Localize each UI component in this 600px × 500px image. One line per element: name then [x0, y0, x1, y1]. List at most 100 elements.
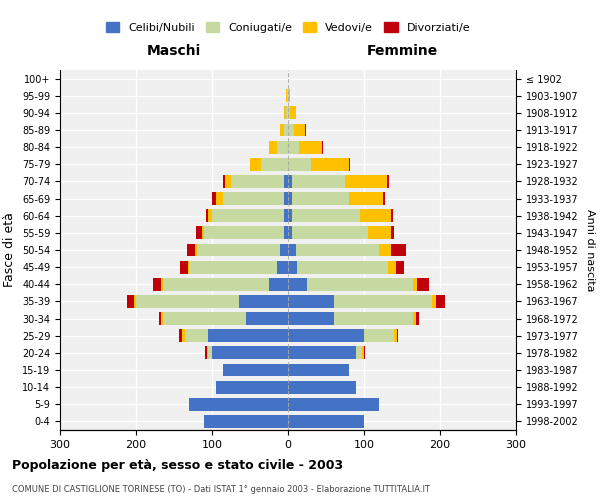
Bar — [286, 90, 287, 102]
Bar — [364, 346, 365, 360]
Bar — [288, 106, 290, 120]
Bar — [134, 295, 136, 308]
Bar — [231, 175, 284, 188]
Bar — [262, 158, 288, 170]
Bar — [206, 346, 208, 360]
Bar — [433, 295, 436, 308]
Text: Maschi: Maschi — [147, 44, 201, 58]
Bar — [269, 140, 277, 153]
Bar — [322, 140, 323, 153]
Bar — [356, 346, 362, 360]
Bar — [182, 330, 185, 342]
Legend: Celibi/Nubili, Coniugati/e, Vedovi/e, Divorziati/e: Celibi/Nubili, Coniugati/e, Vedovi/e, Di… — [101, 18, 475, 38]
Bar — [127, 295, 134, 308]
Bar — [223, 364, 288, 376]
Bar — [212, 210, 284, 222]
Bar — [345, 175, 387, 188]
Bar — [288, 330, 364, 342]
Bar — [163, 278, 269, 290]
Y-axis label: Anni di nascita: Anni di nascita — [585, 209, 595, 291]
Bar — [391, 210, 393, 222]
Bar — [416, 312, 419, 325]
Bar — [163, 312, 246, 325]
Bar — [292, 226, 368, 239]
Bar — [413, 278, 417, 290]
Text: Popolazione per età, sesso e stato civile - 2003: Popolazione per età, sesso e stato civil… — [12, 460, 343, 472]
Bar — [288, 260, 297, 274]
Bar — [299, 140, 322, 153]
Bar — [288, 158, 311, 170]
Bar — [284, 124, 288, 136]
Bar — [383, 192, 385, 205]
Bar — [288, 364, 349, 376]
Bar — [208, 330, 288, 342]
Bar — [216, 380, 288, 394]
Bar — [394, 330, 397, 342]
Bar — [397, 330, 398, 342]
Bar — [246, 312, 288, 325]
Bar — [185, 330, 208, 342]
Bar — [208, 210, 212, 222]
Bar — [239, 295, 288, 308]
Bar — [334, 312, 413, 325]
Bar — [280, 124, 284, 136]
Bar — [208, 346, 212, 360]
Bar — [288, 244, 296, 256]
Bar — [194, 244, 197, 256]
Bar — [288, 140, 299, 153]
Bar — [250, 158, 262, 170]
Bar — [187, 244, 194, 256]
Bar — [349, 192, 383, 205]
Bar — [223, 175, 225, 188]
Bar — [277, 260, 288, 274]
Bar — [225, 175, 231, 188]
Bar — [284, 210, 288, 222]
Bar — [290, 106, 296, 120]
Bar — [436, 295, 445, 308]
Bar — [196, 226, 202, 239]
Bar — [280, 244, 288, 256]
Bar — [288, 398, 379, 410]
Bar — [289, 90, 290, 102]
Bar — [288, 210, 292, 222]
Bar — [288, 192, 292, 205]
Bar — [179, 330, 182, 342]
Bar — [180, 260, 188, 274]
Bar — [362, 346, 364, 360]
Bar — [288, 90, 289, 102]
Bar — [161, 312, 163, 325]
Bar — [216, 192, 223, 205]
Bar — [159, 312, 161, 325]
Bar — [364, 330, 394, 342]
Bar — [154, 278, 161, 290]
Bar — [161, 278, 163, 290]
Bar — [288, 346, 356, 360]
Y-axis label: Fasce di età: Fasce di età — [4, 212, 16, 288]
Bar — [188, 260, 189, 274]
Bar — [189, 260, 277, 274]
Bar — [288, 415, 364, 428]
Bar — [223, 192, 284, 205]
Bar — [334, 295, 433, 308]
Bar — [206, 210, 208, 222]
Bar — [288, 312, 334, 325]
Bar — [292, 175, 345, 188]
Bar — [288, 295, 334, 308]
Text: COMUNE DI CASTIGLIONE TORINESE (TO) - Dati ISTAT 1° gennaio 2003 - Elaborazione : COMUNE DI CASTIGLIONE TORINESE (TO) - Da… — [12, 485, 430, 494]
Bar — [288, 278, 307, 290]
Bar — [379, 244, 391, 256]
Text: Femmine: Femmine — [367, 44, 437, 58]
Bar — [294, 124, 305, 136]
Bar — [286, 106, 288, 120]
Bar — [311, 158, 349, 170]
Bar — [387, 175, 389, 188]
Bar — [292, 192, 349, 205]
Bar — [189, 398, 288, 410]
Bar — [269, 278, 288, 290]
Bar — [284, 175, 288, 188]
Bar — [284, 226, 288, 239]
Bar — [288, 124, 294, 136]
Bar — [360, 210, 391, 222]
Bar — [205, 415, 288, 428]
Bar — [284, 192, 288, 205]
